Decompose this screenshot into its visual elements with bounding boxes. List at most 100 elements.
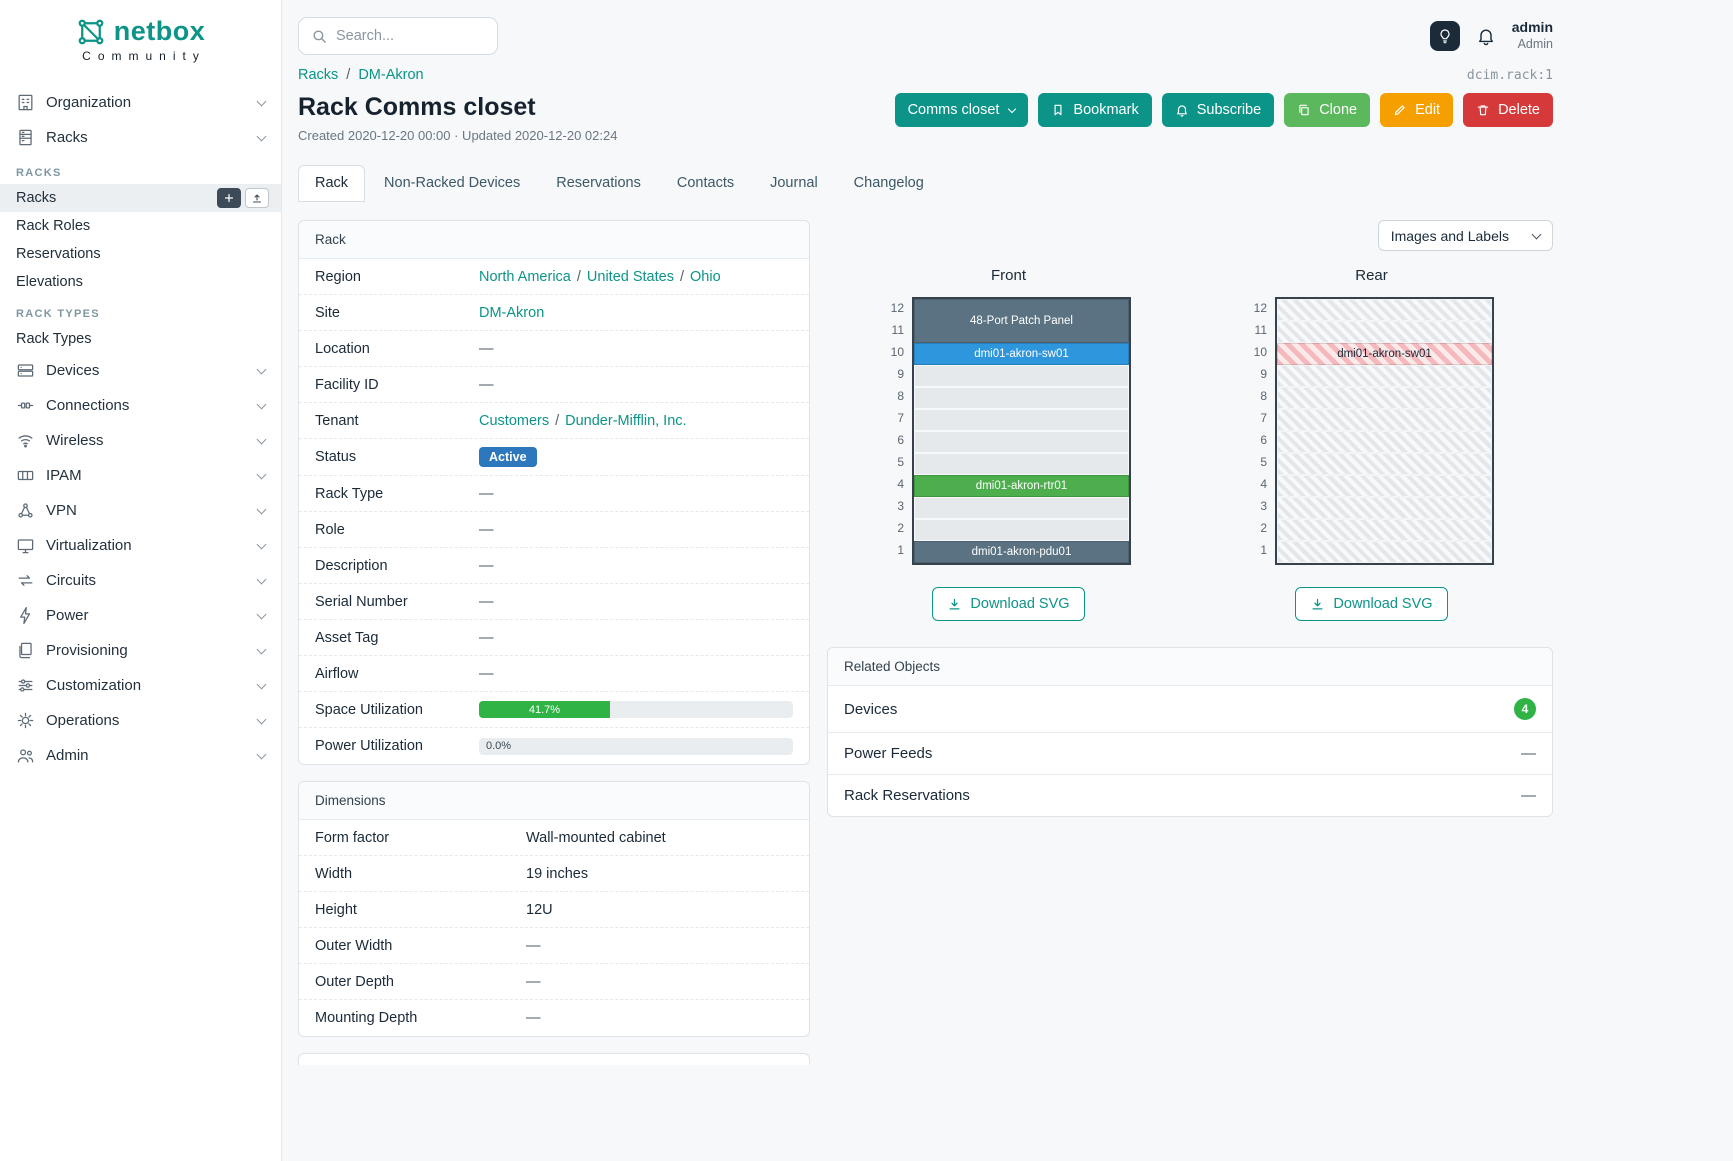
download-svg-front-button[interactable]: Download SVG [932, 587, 1085, 621]
download-svg-rear-button[interactable]: Download SVG [1295, 587, 1448, 621]
sidebar-item-virtualization[interactable]: Virtualization [0, 528, 281, 563]
rack-slot-empty [914, 453, 1129, 475]
tab-reservations[interactable]: Reservations [556, 175, 641, 191]
breadcrumb-dm-akron[interactable]: DM-Akron [358, 67, 424, 83]
related-row-power-feeds[interactable]: Power Feeds — [828, 733, 1552, 775]
user-menu[interactable]: admin Admin [1512, 19, 1553, 52]
tab-contacts[interactable]: Contacts [676, 175, 735, 191]
rack-slot-empty [914, 519, 1129, 541]
sidebar-item-racks[interactable]: Racks [0, 120, 281, 155]
attr-row-site: Site DM-Akron [299, 295, 809, 331]
attr-row-height: Height 12U [299, 892, 809, 928]
attr-row-role: Role — [299, 512, 809, 548]
related-row-rack-reservations[interactable]: Rack Reservations — [844, 787, 1536, 804]
attr-row-asset-tag: Asset Tag — [299, 620, 809, 656]
rack-unit-number: 6 [897, 433, 904, 447]
sidebar-item-reservations[interactable]: Reservations [16, 246, 101, 262]
rear-unit-numbers: 12 11 10 9 8 7 6 5 4 3 2 1 [1249, 297, 1275, 565]
attr-row-description: Description — [299, 548, 809, 584]
import-racks-button[interactable] [245, 188, 269, 208]
context-dropdown-button[interactable]: Comms closet [894, 93, 1029, 127]
delete-button[interactable]: Delete [1463, 93, 1553, 127]
elevation-view-select[interactable]: Images and Labels [1377, 220, 1553, 251]
bookmark-button[interactable]: Bookmark [1038, 93, 1152, 127]
chevron-down-icon [256, 714, 267, 724]
sidebar-item-power[interactable]: Power [0, 598, 281, 633]
rack-slot-device[interactable]: dmi01-akron-rtr01 [914, 475, 1129, 497]
download-icon [949, 598, 960, 609]
search-input[interactable] [336, 28, 485, 44]
region-link-united-states[interactable]: United States [586, 268, 674, 285]
sidebar-item-racks-list[interactable]: Racks [0, 184, 281, 212]
rack-slot-blocked [1277, 321, 1492, 343]
left-column: Rack Region North America / United State… [298, 220, 810, 1065]
chevron-down-icon [256, 434, 267, 444]
wifi-icon [16, 431, 35, 450]
topbar: admin Admin [298, 9, 1553, 63]
rack-slot-blocked [1277, 497, 1492, 519]
rack-slot-blocked [1277, 409, 1492, 431]
upload-icon [252, 194, 262, 203]
sidebar-item-customization[interactable]: Customization [0, 668, 281, 703]
region-link-north-america[interactable]: North America [479, 268, 571, 285]
brand[interactable]: netbox Community [0, 0, 281, 67]
related-row-devices[interactable]: Devices 4 [828, 686, 1552, 733]
sidebar-item-devices[interactable]: Devices [0, 353, 281, 388]
theme-toggle-button[interactable] [1429, 21, 1460, 51]
subscribe-button[interactable]: Subscribe [1161, 93, 1275, 127]
tenant-group-link[interactable]: Customers [479, 412, 550, 429]
attr-row-status: Status Active [299, 439, 809, 476]
rack-slot-device[interactable]: dmi01-akron-pdu01 [914, 541, 1129, 563]
building-icon [16, 93, 35, 112]
chevron-down-icon [256, 364, 267, 374]
plus-icon [224, 193, 234, 203]
sidebar-item-vpn[interactable]: VPN [0, 493, 281, 528]
sidebar-item-rack-roles[interactable]: Rack Roles [16, 218, 91, 234]
rack-slot-blocked [1277, 453, 1492, 475]
sidebar-item-wireless[interactable]: Wireless [0, 423, 281, 458]
sidebar-item-organization[interactable]: Organization [0, 85, 281, 120]
subnav-heading-racks: RACKS [16, 167, 62, 179]
trash-icon [1477, 105, 1489, 116]
next-panel-partial [298, 1053, 810, 1065]
site-link[interactable]: DM-Akron [479, 304, 545, 321]
object-identifier: dcim.rack:1 [1466, 67, 1553, 83]
tab-changelog[interactable]: Changelog [853, 175, 924, 191]
rack-unit-number: 10 [890, 345, 904, 359]
sidebar-item-provisioning[interactable]: Provisioning [0, 633, 281, 668]
chevron-down-icon [256, 539, 267, 549]
tab-non-racked-devices[interactable]: Non-Racked Devices [384, 175, 521, 191]
notifications-button[interactable] [1476, 26, 1496, 46]
attr-row-outer-depth: Outer Depth — [299, 964, 809, 1000]
tenant-link[interactable]: Dunder-Mifflin, Inc. [565, 412, 687, 429]
rack-icon [16, 128, 35, 147]
rack-slot-device[interactable]: dmi01-akron-sw01 [1277, 343, 1492, 365]
breadcrumb-racks[interactable]: Racks [298, 67, 339, 83]
sidebar-item-admin[interactable]: Admin [0, 738, 281, 773]
sidebar-item-rack-types[interactable]: Rack Types [16, 331, 92, 347]
tab-journal[interactable]: Journal [770, 175, 818, 191]
tab-rack[interactable]: Rack [298, 165, 366, 202]
documents-icon [16, 641, 35, 660]
rear-rack-box: dmi01-akron-sw01 [1275, 297, 1494, 565]
rack-unit-number: 3 [897, 499, 904, 513]
sidebar-item-ipam[interactable]: IPAM [0, 458, 281, 493]
power-utilization-bar: 0.0% [479, 737, 793, 755]
sidebar-item-operations[interactable]: Operations [0, 703, 281, 738]
rack-panel-title: Rack [299, 221, 809, 259]
search-box[interactable] [298, 17, 498, 55]
region-link-ohio[interactable]: Ohio [690, 268, 721, 285]
add-rack-button[interactable] [217, 188, 241, 208]
attr-row-power-utilization: Power Utilization 0.0% [299, 728, 809, 764]
rack-slot-blocked [1277, 431, 1492, 453]
rack-unit-number: 3 [1260, 499, 1267, 513]
sidebar-item-elevations[interactable]: Elevations [16, 274, 83, 290]
sidebar-item-connections[interactable]: Connections [0, 388, 281, 423]
sidebar-item-circuits[interactable]: Circuits [0, 563, 281, 598]
rack-slot-device[interactable]: dmi01-akron-sw01 [914, 343, 1129, 365]
rack-slot-device[interactable]: 48-Port Patch Panel [914, 299, 1129, 343]
user-role: Admin [1517, 36, 1553, 51]
rack-slot-empty [914, 409, 1129, 431]
edit-button[interactable]: Edit [1380, 93, 1454, 127]
clone-button[interactable]: Clone [1284, 93, 1371, 127]
